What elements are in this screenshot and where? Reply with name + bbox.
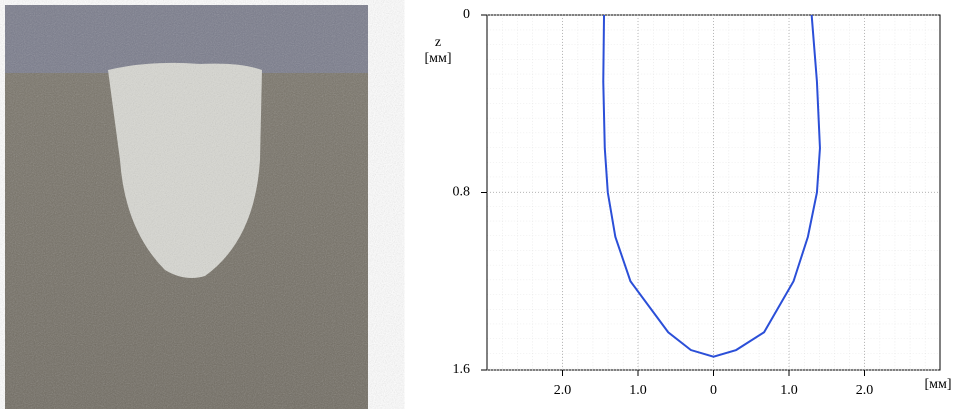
x-tick-label: 1.0 xyxy=(780,383,798,398)
x-tick-label: 2.0 xyxy=(856,383,874,398)
x-axis-label: [мм] xyxy=(924,377,951,392)
x-tick-label: 0 xyxy=(710,383,717,398)
y-tick-label: 0.8 xyxy=(453,185,471,200)
y-axis-unit: [мм] xyxy=(424,51,451,66)
profile-line xyxy=(602,14,821,358)
y-axis-label: z xyxy=(435,35,441,50)
x-tick-label: 1.0 xyxy=(629,383,647,398)
y-tick-label: 0 xyxy=(463,7,470,22)
y-tick-label: 1.6 xyxy=(453,362,471,377)
x-tick-label: 2.0 xyxy=(554,383,572,398)
micrograph-photo xyxy=(5,5,368,409)
